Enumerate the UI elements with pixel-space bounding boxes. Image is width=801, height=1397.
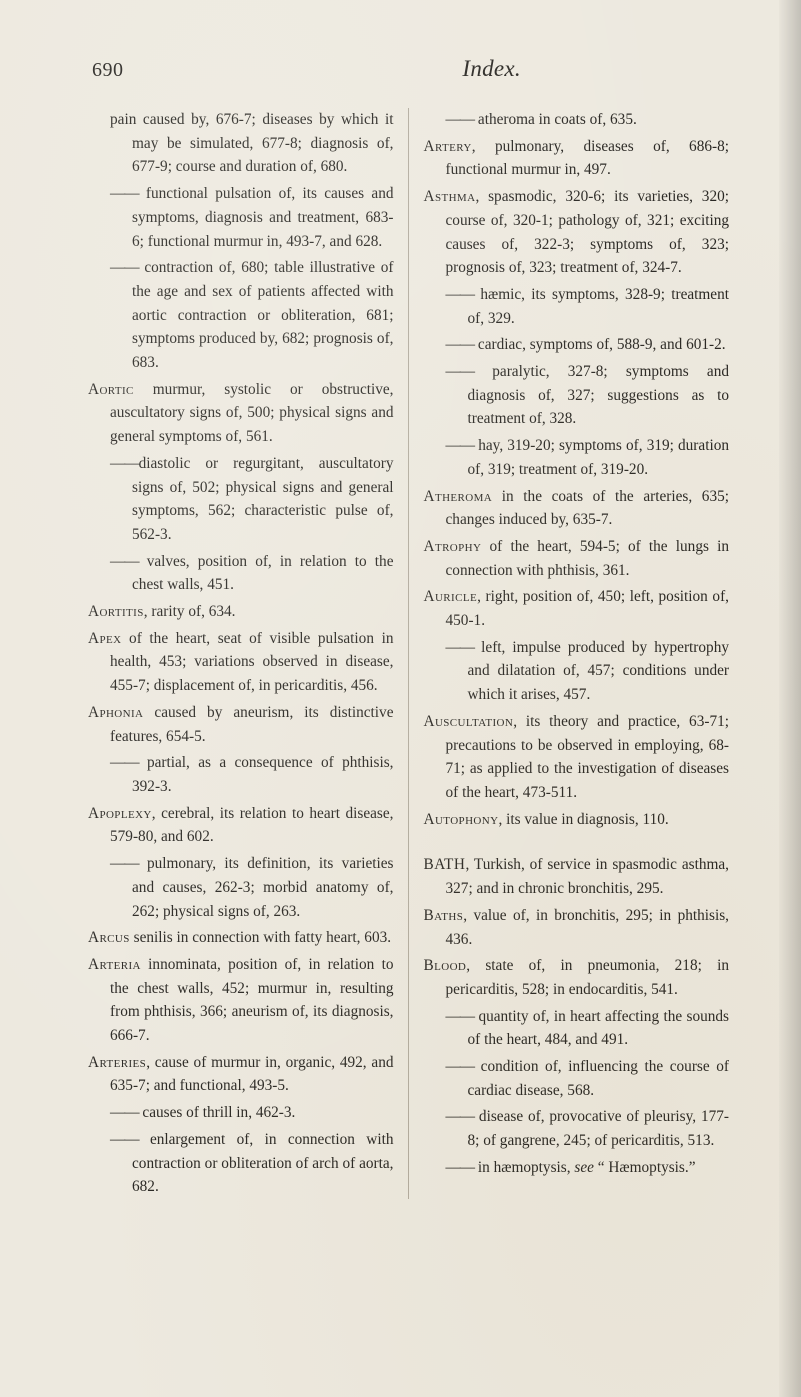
page-number: 690: [92, 59, 124, 82]
index-entry: Asthma, spasmodic, 320-6; its varieties,…: [424, 185, 730, 280]
index-entry: Atheroma in the coats of the arteries, 6…: [424, 485, 730, 532]
page-title: Index.: [462, 56, 681, 82]
index-entry: Artery, pulmonary, diseases of, 686-8; f…: [424, 135, 730, 182]
headword: Baths: [424, 907, 464, 924]
index-subentry: —— in hæmoptysis, see “ Hæmoptysis.”: [424, 1156, 730, 1180]
index-entry: Blood, state of, in pneumonia, 218; in p…: [424, 954, 730, 1001]
index-subentry: —— partial, as a consequence of phthisis…: [88, 751, 394, 798]
headword: Arcus: [88, 929, 130, 946]
index-subentry: —— valves, position of, in relation to t…: [88, 550, 394, 597]
headword: Atheroma: [424, 488, 493, 505]
headword: Artery: [424, 138, 472, 155]
index-subentry: —— cardiac, symptoms of, 588-9, and 601-…: [424, 333, 730, 357]
headword: Asthma: [424, 188, 476, 205]
index-entry: Arteria innominata, position of, in rela…: [88, 953, 394, 1048]
headword: Blood: [424, 957, 467, 974]
index-subentry: —— condition of, influencing the course …: [424, 1055, 730, 1102]
headword: Aphonia: [88, 704, 143, 721]
index-entry: Atrophy of the heart, 594-5; of the lung…: [424, 535, 730, 582]
index-entry: BATH, Turkish, of service in spasmodic a…: [424, 853, 730, 900]
index-subentry: ——diastolic or regurgitant, auscultatory…: [88, 452, 394, 547]
index-entry: Arcus senilis in connection with fatty h…: [88, 926, 394, 950]
index-subentry: —— causes of thrill in, 462-3.: [88, 1101, 394, 1125]
index-entry: Aortic murmur, systolic or obstructive, …: [88, 378, 394, 449]
index-entry: Auscultation, its theory and practice, 6…: [424, 710, 730, 805]
headword: Autophony: [424, 811, 499, 828]
headword: Auscultation: [424, 713, 514, 730]
running-head: 690 Index.: [0, 0, 801, 90]
headword: Aortic: [88, 381, 134, 398]
index-subentry: —— contraction of, 680; table illustrati…: [88, 256, 394, 375]
index-entry: Aphonia caused by aneurism, its distinct…: [88, 701, 394, 748]
headword: Aortitis: [88, 603, 144, 620]
headword: Atrophy: [424, 538, 482, 555]
headword: BATH: [424, 856, 466, 873]
index-subentry: —— hay, 319-20; symptoms of, 319; durati…: [424, 434, 730, 481]
index-entry: Autophony, its value in diagnosis, 110.: [424, 808, 730, 832]
index-subentry: —— functional pulsation of, its causes a…: [88, 182, 394, 253]
index-entry: Apex of the heart, seat of visible pulsa…: [88, 627, 394, 698]
index-subentry: —— quantity of, in heart affecting the s…: [424, 1005, 730, 1052]
index-columns: pain caused by, 676-7; diseases by which…: [0, 90, 801, 1239]
index-subentry: —— hæmic, its symptoms, 328-9; treatment…: [424, 283, 730, 330]
index-subentry: —— pulmonary, its definition, its variet…: [88, 852, 394, 923]
index-subentry: —— left, impulse produced by hypertrophy…: [424, 636, 730, 707]
index-entry: Auricle, right, position of, 450; left, …: [424, 585, 730, 632]
index-entry: Arteries, cause of murmur in, organic, 4…: [88, 1051, 394, 1098]
index-entry: Apoplexy, cerebral, its relation to hear…: [88, 802, 394, 849]
index-entry: Baths, value of, in bronchitis, 295; in …: [424, 904, 730, 951]
index-entry: Aortitis, rarity of, 634.: [88, 600, 394, 624]
headword: Apex: [88, 630, 121, 647]
index-subentry: —— disease of, provocative of pleurisy, …: [424, 1105, 730, 1152]
index-subentry: —— atheroma in coats of, 635.: [424, 108, 730, 132]
headword: Auricle: [424, 588, 478, 605]
headword: Arteries: [88, 1054, 146, 1071]
headword: Arteria: [88, 956, 141, 973]
index-subentry: pain caused by, 676-7; diseases by which…: [88, 108, 394, 179]
page: 690 Index. pain caused by, 676-7; diseas…: [0, 0, 801, 1397]
headword: Apoplexy: [88, 805, 152, 822]
index-subentry: —— enlargement of, in connection with co…: [88, 1128, 394, 1199]
index-subentry: —— paralytic, 327-8; symptoms and diagno…: [424, 360, 730, 431]
